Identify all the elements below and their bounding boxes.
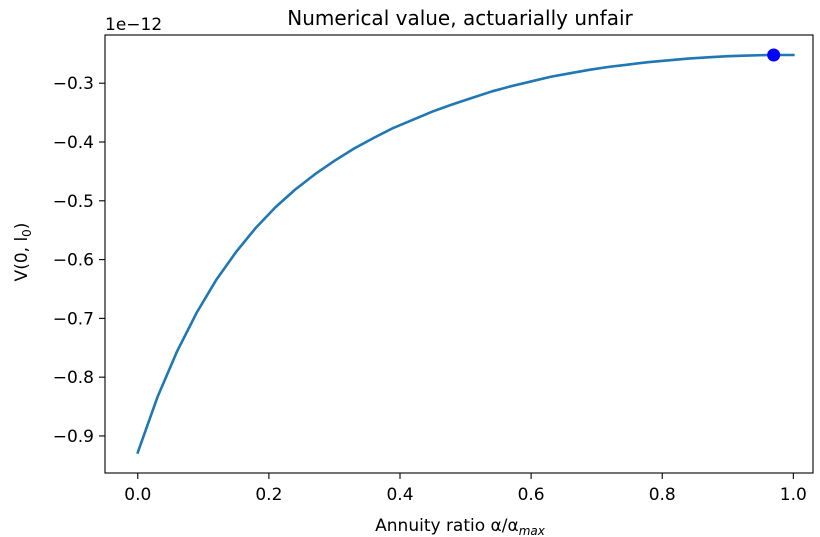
y-tick-label: −0.7 [53, 309, 94, 329]
marker-point [767, 48, 781, 62]
x-tick-label: 0.4 [386, 485, 413, 505]
y-tick-label: −0.5 [53, 192, 94, 212]
y-axis-label: V(0, l0) [12, 223, 34, 282]
y-tick-label: −0.8 [53, 368, 94, 388]
plot-frame [104, 34, 814, 474]
series-line [136, 53, 795, 455]
x-tick-label: 1.0 [780, 485, 807, 505]
x-tick-label: 0.6 [518, 485, 545, 505]
y-tick-label: −0.6 [53, 251, 94, 271]
x-tick-label: 0.8 [649, 485, 676, 505]
y-axis-label-suffix: ) [12, 223, 32, 230]
x-axis-label-main: Annuity ratio α/α [375, 516, 519, 536]
y-tick-label: −0.9 [53, 427, 94, 447]
x-tick-label: 0.2 [255, 485, 282, 505]
chart-title: Numerical value, actuarially unfair [287, 6, 633, 30]
y-axis-ticks: −0.9 −0.8 −0.7 −0.6 −0.5 −0.4 −0.3 [53, 74, 105, 447]
y-offset-label: 1e−12 [105, 15, 162, 35]
x-axis-label: Annuity ratio α/αmax [375, 516, 546, 537]
y-axis-label-sub: 0 [20, 229, 34, 237]
x-tick-label: 0.0 [124, 485, 151, 505]
y-tick-label: −0.3 [53, 74, 94, 94]
x-axis-label-sub: max [519, 524, 546, 537]
y-tick-label: −0.4 [53, 133, 94, 153]
x-axis-ticks: 0.0 0.2 0.4 0.6 0.8 1.0 [124, 473, 807, 505]
y-axis-label-main: V(0, l [12, 237, 32, 282]
